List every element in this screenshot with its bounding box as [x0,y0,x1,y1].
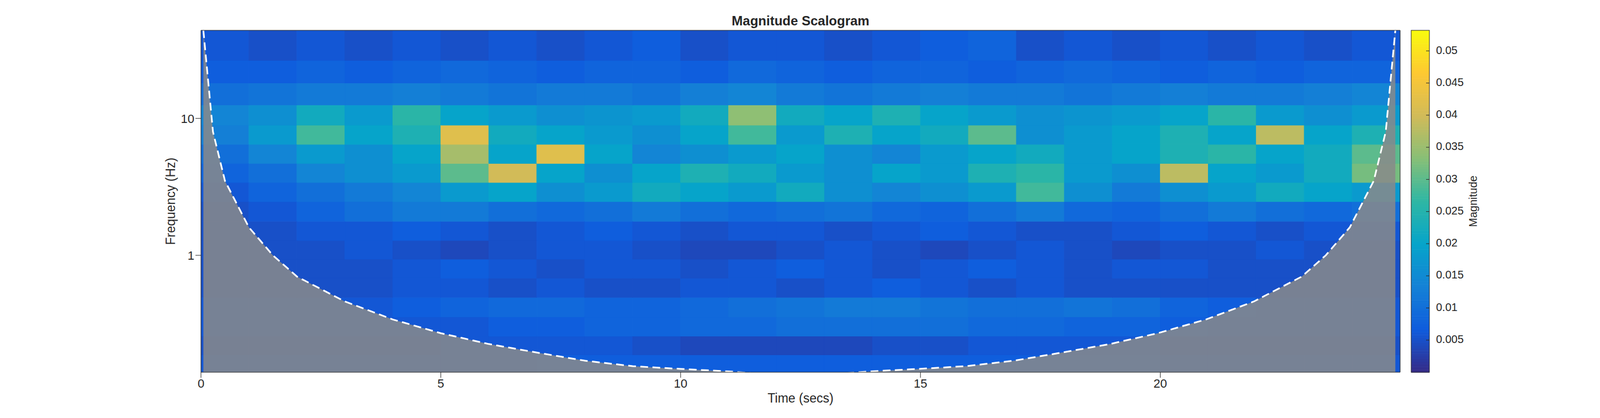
svg-text:0.02: 0.02 [1436,236,1458,249]
svg-text:0.05: 0.05 [1436,44,1458,57]
svg-text:0.01: 0.01 [1436,301,1458,314]
html-text:Frequency (Hz): Frequency (Hz) [163,157,178,246]
svg-text:0.035: 0.035 [1436,140,1464,153]
svg-text:0.04: 0.04 [1436,108,1458,121]
svg-text:15: 15 [913,377,927,391]
svg-text:5: 5 [437,377,444,391]
svg-text:0.045: 0.045 [1436,76,1464,89]
html-text:Magnitude Scalogram: Magnitude Scalogram [731,13,870,29]
svg-text:0.03: 0.03 [1436,172,1458,185]
svg-text:1: 1 [187,248,195,263]
svg-text:0.015: 0.015 [1436,268,1464,282]
svg-text:Magnitude: Magnitude [1466,175,1480,227]
svg-text:10: 10 [674,377,688,391]
svg-text:10: 10 [181,112,195,126]
svg-text:20: 20 [1153,377,1167,391]
svg-text:0.025: 0.025 [1436,204,1464,217]
svg-text:0: 0 [197,377,205,391]
html-text:Time (secs): Time (secs) [767,391,834,406]
svg-text:0.005: 0.005 [1436,333,1464,346]
